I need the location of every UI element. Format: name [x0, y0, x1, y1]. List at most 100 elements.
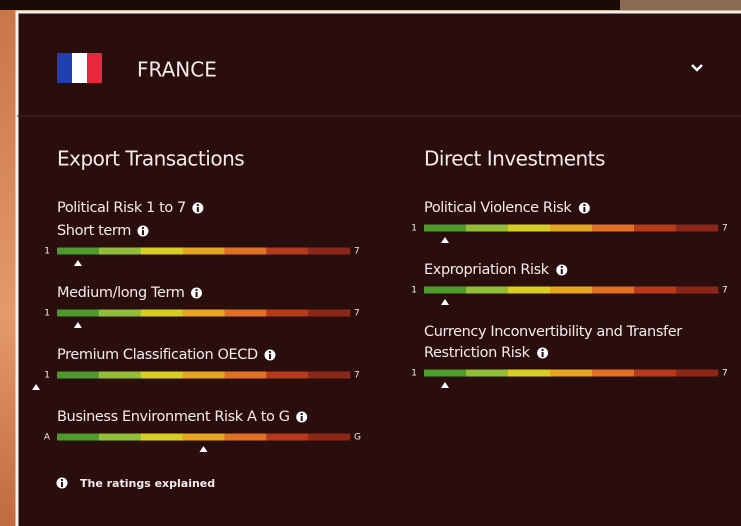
gauge-segment — [98, 309, 142, 317]
info-icon[interactable] — [191, 287, 203, 299]
gauge-segment — [550, 369, 593, 377]
gauge-label: Currency Inconvertibility and Transfer — [424, 324, 682, 340]
gauge-segment — [224, 433, 267, 441]
gauge-segment — [466, 224, 509, 232]
info-dot — [61, 479, 63, 481]
info-stem — [541, 352, 544, 357]
gauge-marker — [32, 384, 41, 390]
info-dot — [195, 289, 198, 291]
gauge-segment — [308, 371, 351, 379]
gauge-segment — [182, 247, 225, 255]
gauge-segment — [308, 247, 351, 255]
info-icon[interactable] — [137, 225, 149, 237]
gauge-max: 7 — [722, 224, 728, 234]
info-icon[interactable] — [537, 347, 549, 359]
ratings-link[interactable]: The ratings explained — [80, 477, 215, 490]
gauge-max: 7 — [354, 247, 360, 257]
gauge-max: 7 — [722, 286, 728, 296]
info-dot — [583, 204, 586, 206]
gauge-segment — [140, 371, 183, 379]
gauge-segment — [308, 433, 351, 441]
gauge-segment — [57, 247, 100, 255]
gauge-label: Political Violence Risk — [424, 200, 572, 216]
gauge-segment — [224, 371, 267, 379]
gauge-label: Premium Classification OECD — [57, 347, 258, 363]
gauge-segment — [676, 369, 719, 377]
gauge-label: Short term — [57, 223, 131, 239]
gauge-segment — [676, 286, 719, 294]
gauge-segment — [98, 371, 142, 379]
gauge-marker — [441, 299, 449, 305]
ratings-link-text[interactable]: The ratings explained — [80, 477, 215, 490]
info-dot — [560, 266, 563, 268]
info-stem — [560, 269, 563, 274]
gauge-min: 1 — [44, 247, 50, 257]
gauge-segment — [98, 247, 142, 255]
gauge-marker — [73, 260, 82, 266]
gauge-segment — [676, 224, 719, 232]
gauge-segment — [634, 369, 677, 377]
gauge-marker — [199, 446, 208, 452]
gauge-min: 1 — [411, 286, 417, 296]
info-dot — [268, 351, 271, 353]
info-icon[interactable] — [578, 202, 590, 214]
gauge-segment — [466, 286, 509, 294]
gauge-segment — [424, 224, 467, 232]
info-icon[interactable] — [192, 202, 204, 214]
gauge-segment — [266, 247, 309, 255]
gauge-segment — [592, 224, 635, 232]
collapse-chevron[interactable] — [691, 64, 703, 72]
gauge-label: Business Environment Risk A to G — [57, 409, 290, 425]
gauge-segment — [224, 247, 267, 255]
gauge-segment — [224, 309, 267, 317]
gauge-marker — [441, 382, 449, 388]
gauge-segment — [550, 286, 593, 294]
gauge-label: Restriction Risk — [424, 345, 531, 361]
gauge-segment — [266, 309, 309, 317]
gauge-segment — [57, 309, 100, 317]
section-label: Political Risk 1 to 7 — [57, 200, 186, 216]
gauge-segment — [592, 369, 635, 377]
info-dot — [196, 204, 199, 206]
gauge-max: G — [354, 433, 361, 443]
info-icon[interactable] — [56, 477, 68, 489]
gauge-segment — [424, 369, 467, 377]
info-icon[interactable] — [264, 349, 276, 361]
gauge-segment — [634, 286, 677, 294]
gauge-min: A — [44, 433, 51, 443]
info-dot — [300, 413, 303, 415]
background-photo — [620, 0, 741, 12]
gauge-segment — [182, 309, 225, 317]
info-stem — [141, 230, 144, 235]
column-title: Direct Investments — [424, 147, 605, 171]
gauge-segment — [57, 371, 100, 379]
info-icon[interactable] — [296, 411, 308, 423]
gauge-segment — [182, 371, 225, 379]
gauge-segment — [508, 224, 551, 232]
gauge-marker — [441, 237, 449, 243]
gauge-segment — [550, 224, 593, 232]
gauge-label: Expropriation Risk — [424, 262, 550, 278]
gauge-segment — [140, 309, 183, 317]
gauge-segment — [424, 286, 467, 294]
gauge-segment — [57, 433, 100, 441]
info-icon[interactable] — [556, 264, 568, 276]
gauge-segment — [266, 371, 309, 379]
gauge-segment — [308, 309, 351, 317]
info-stem — [300, 416, 303, 421]
info-stem — [61, 482, 63, 487]
info-stem — [195, 292, 198, 297]
flag — [57, 53, 102, 83]
info-stem — [583, 207, 586, 212]
gauge-segment — [140, 433, 183, 441]
gauge-segment — [182, 433, 225, 441]
gauge-min: 1 — [44, 309, 50, 319]
gauge-segment — [140, 247, 183, 255]
gauge-label: Medium/long Term — [57, 285, 185, 301]
gauge-max: 7 — [354, 309, 360, 319]
gauge-min: 1 — [44, 371, 50, 381]
gauge-segment — [634, 224, 677, 232]
gauge-segment — [266, 433, 309, 441]
gauge-max: 7 — [722, 369, 728, 379]
info-stem — [196, 207, 199, 212]
